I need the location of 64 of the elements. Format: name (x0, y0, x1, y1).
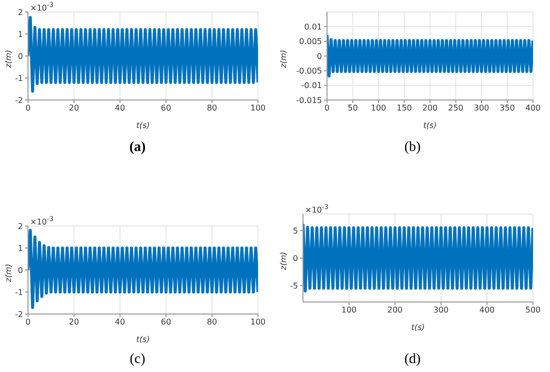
x-tick-label: 500 (525, 306, 541, 315)
text: (c) (128, 352, 146, 368)
x-tick-label: 200 (422, 104, 438, 113)
x-tick-label: 100 (250, 104, 266, 113)
x-tick-label: 0 (25, 318, 31, 327)
y-tick-label: 0.01 (304, 22, 322, 32)
x-axis-title: t(s) (136, 121, 150, 130)
x-tick-label: 80 (206, 104, 218, 113)
x-tick-label: 0 (25, 104, 31, 113)
y-tick-label: -1 (15, 288, 23, 297)
text: (a) (128, 140, 147, 156)
line-series (327, 33, 533, 78)
y-tick-label: 0.005 (299, 37, 322, 46)
annotation: ×10$^{-3}$ (30, 214, 54, 228)
y-tick-label: 0 (292, 254, 298, 263)
y-tick-label: -1 (15, 74, 23, 83)
x-axis-title: t(s) (423, 121, 437, 130)
x-tick-label: 300 (433, 306, 449, 315)
x-tick-label: 50 (348, 104, 358, 113)
x-tick-label: 80 (206, 318, 218, 327)
x-tick-label: 100 (370, 104, 386, 113)
line-series (303, 222, 533, 292)
x-tick-label: 40 (114, 104, 126, 113)
y-tick-label: -5 (290, 281, 298, 290)
y-axis-title: z(m) (278, 50, 288, 69)
x-tick-label: 250 (448, 104, 464, 113)
y-tick-label: -0.015 (296, 96, 322, 105)
y-tick-label: -2 (15, 96, 23, 105)
x-tick-label: 20 (68, 318, 80, 327)
annotation: ×10$^{-3}$ (30, 0, 54, 14)
x-axis-title: t(s) (411, 323, 425, 332)
x-tick-label: 400 (525, 104, 541, 113)
y-tick-label: 5 (292, 226, 298, 236)
text: (d) (403, 352, 422, 368)
x-tick-label: 100 (250, 318, 266, 327)
y-tick-label: 0 (18, 52, 23, 61)
x-tick-label: 200 (387, 306, 403, 315)
y-tick-label: 1 (18, 30, 23, 39)
line-series (28, 16, 258, 93)
x-tick-label: 400 (479, 306, 495, 315)
annotation: ×10$^{-3}$ (305, 202, 329, 216)
x-tick-label: 350 (500, 104, 515, 113)
y-tick-label: -0.005 (296, 66, 322, 76)
x-tick-label: 60 (160, 318, 172, 327)
y-axis-title: z(m) (4, 50, 13, 69)
y-tick-label: 1 (18, 244, 23, 253)
x-tick-label: 300 (474, 104, 490, 113)
x-tick-label: 100 (341, 306, 357, 315)
x-tick-label: 60 (160, 104, 172, 113)
y-tick-label: 2 (18, 222, 23, 231)
x-axis-title: t(s) (136, 335, 150, 344)
x-tick-label: 20 (68, 104, 80, 113)
y-tick-label: 2 (18, 8, 23, 17)
x-tick-label: 40 (114, 318, 126, 327)
line-series (28, 228, 258, 309)
y-tick-label: 0 (316, 52, 322, 61)
x-tick-label: 150 (396, 104, 412, 113)
text: (b) (403, 140, 422, 156)
y-tick-label: -0.01 (301, 81, 322, 90)
y-tick-label: -2 (15, 310, 23, 319)
y-axis-title: z(m) (278, 252, 288, 271)
x-tick-label: 0 (324, 104, 330, 113)
y-tick-label: 0 (18, 266, 23, 275)
y-axis-title: z(m) (4, 264, 13, 283)
